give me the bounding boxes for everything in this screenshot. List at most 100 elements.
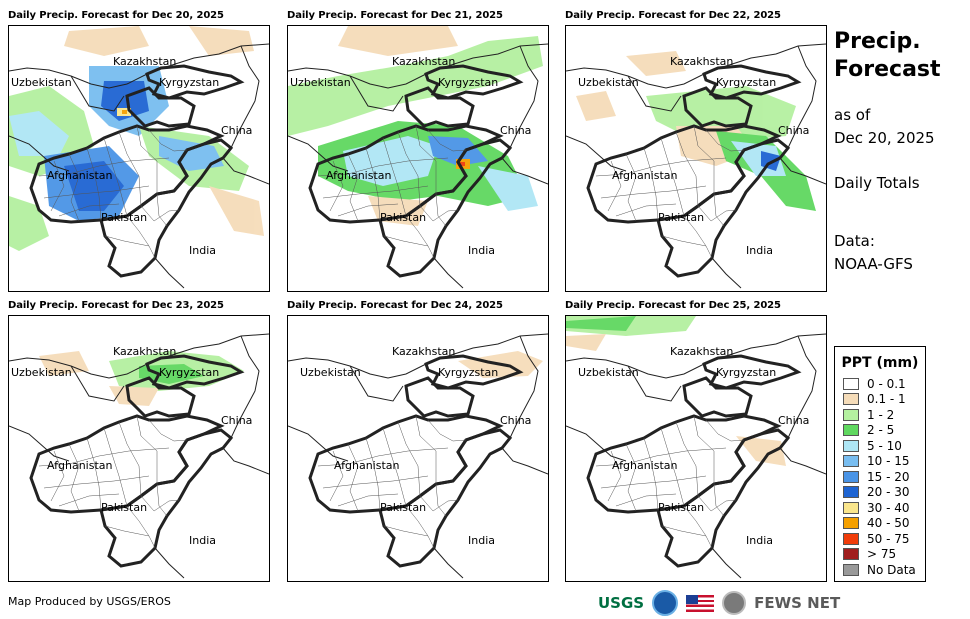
title-block: Precip. Forecast as of Dec 20, 2025 Dail… [834,28,964,276]
precip-map-dec21: Kazakhstan Uzbekistan Kyrgyzstan China A… [287,25,549,292]
asof-line1: as of [834,106,871,124]
credit-text: Map Produced by USGS/EROS [8,595,171,608]
legend-row: 50 - 75 [843,531,925,547]
legend-swatch [843,408,859,421]
label-india: India [468,244,495,257]
legend-row: 5 - 10 [843,438,925,454]
legend-swatch [843,455,859,468]
legend-label: 30 - 40 [867,500,910,515]
label-china: China [221,414,252,427]
legend-label: 50 - 75 [867,531,910,546]
label-pakistan: Pakistan [658,211,704,224]
label-uzbekistan: Uzbekistan [11,366,72,379]
label-kyrgyzstan: Kyrgyzstan [716,76,776,89]
data-line1: Data: [834,232,875,250]
noaa-logo-icon [652,590,679,616]
legend-row: > 75 [843,547,925,563]
label-kyrgyzstan: Kyrgyzstan [159,366,219,379]
legend-row: 15 - 20 [843,469,925,485]
asof-line2: Dec 20, 2025 [834,129,935,147]
label-china: China [778,124,809,137]
legend-row: 1 - 2 [843,407,925,423]
label-uzbekistan: Uzbekistan [11,76,72,89]
label-pakistan: Pakistan [380,501,426,514]
label-kazakhstan: Kazakhstan [670,55,733,68]
label-uzbekistan: Uzbekistan [578,366,639,379]
state-seal-icon [722,591,747,615]
totals-label: Daily Totals [834,174,920,192]
legend-swatch [843,486,859,499]
label-kyrgyzstan: Kyrgyzstan [438,366,498,379]
label-china: China [500,414,531,427]
label-afghanistan: Afghanistan [326,169,392,182]
label-afghanistan: Afghanistan [612,169,678,182]
label-pakistan: Pakistan [101,211,147,224]
label-afghanistan: Afghanistan [47,169,113,182]
panel-title: Daily Precip. Forecast for Dec 20, 2025 [8,10,224,21]
label-pakistan: Pakistan [380,211,426,224]
legend-row: 10 - 15 [843,454,925,470]
data-line2: NOAA-GFS [834,255,913,273]
legend-row: 40 - 50 [843,516,925,532]
label-kazakhstan: Kazakhstan [392,345,455,358]
label-uzbekistan: Uzbekistan [290,76,351,89]
logo-bar: USGS FEWS NET [598,590,840,616]
label-india: India [189,534,216,547]
legend-swatch [843,548,859,561]
label-china: China [500,124,531,137]
legend-swatch [843,439,859,452]
legend-label: 5 - 10 [867,438,902,453]
panel-title: Daily Precip. Forecast for Dec 21, 2025 [287,10,503,21]
label-uzbekistan: Uzbekistan [578,76,639,89]
label-afghanistan: Afghanistan [612,459,678,472]
panel-title: Daily Precip. Forecast for Dec 24, 2025 [287,300,503,311]
precip-map-dec23: Kazakhstan Uzbekistan Kyrgyzstan China A… [8,315,270,582]
label-kazakhstan: Kazakhstan [113,345,176,358]
legend-label: 40 - 50 [867,516,910,531]
label-kazakhstan: Kazakhstan [392,55,455,68]
us-flag-icon [686,594,715,612]
precip-map-dec20: Kazakhstan Uzbekistan Kyrgyzstan China A… [8,25,270,292]
label-kazakhstan: Kazakhstan [670,345,733,358]
label-kyrgyzstan: Kyrgyzstan [716,366,776,379]
legend-swatch [843,393,859,406]
legend-label: 1 - 2 [867,407,895,422]
label-india: India [468,534,495,547]
legend-swatch [843,563,859,576]
legend-label: 20 - 30 [867,485,910,500]
legend-row: No Data [843,562,925,578]
main-title-line1: Precip. [834,29,921,54]
legend-title: PPT (mm) [841,355,919,371]
label-afghanistan: Afghanistan [334,459,400,472]
label-india: India [189,244,216,257]
fews-net-logo: FEWS NET [754,594,841,612]
legend-label: 15 - 20 [867,469,910,484]
legend-label: > 75 [867,547,897,562]
legend-label: No Data [867,562,916,577]
legend-swatch [843,517,859,530]
label-india: India [746,244,773,257]
label-kazakhstan: Kazakhstan [113,55,176,68]
legend-swatch [843,532,859,545]
main-title-line2: Forecast [834,57,941,82]
precip-map-dec24: Kazakhstan Uzbekistan Kyrgyzstan China A… [287,315,549,582]
legend-row: 0.1 - 1 [843,392,925,408]
label-pakistan: Pakistan [658,501,704,514]
legend-row: 2 - 5 [843,423,925,439]
legend-label: 0.1 - 1 [867,392,906,407]
label-china: China [778,414,809,427]
legend-label: 10 - 15 [867,454,910,469]
precip-map-dec25: Kazakhstan Uzbekistan Kyrgyzstan China A… [565,315,827,582]
legend-label: 2 - 5 [867,423,895,438]
label-afghanistan: Afghanistan [47,459,113,472]
panel-title: Daily Precip. Forecast for Dec 23, 2025 [8,300,224,311]
panel-title: Daily Precip. Forecast for Dec 25, 2025 [565,300,781,311]
legend-label: 0 - 0.1 [867,376,906,391]
legend-swatch [843,377,859,390]
label-pakistan: Pakistan [101,501,147,514]
legend-swatch [843,424,859,437]
label-kyrgyzstan: Kyrgyzstan [438,76,498,89]
legend-row: 0 - 0.1 [843,376,925,392]
legend-swatch [843,501,859,514]
